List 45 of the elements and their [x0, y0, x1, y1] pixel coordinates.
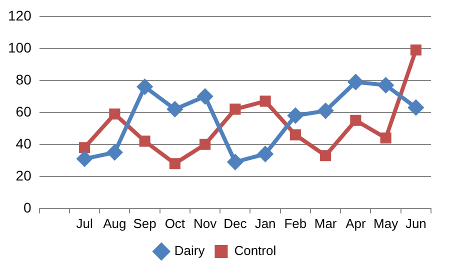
point: [167, 102, 182, 117]
y-tick-label: 120: [8, 7, 32, 24]
y-tick-label: 100: [8, 39, 32, 56]
y-tick-label: 80: [16, 71, 32, 88]
x-tick-label: Jul: [76, 216, 93, 231]
point: [198, 88, 213, 104]
point: [380, 132, 392, 144]
point: [228, 154, 243, 170]
x-tick-label: May: [374, 216, 399, 231]
y-tick-label: 20: [16, 167, 32, 184]
point: [318, 103, 334, 118]
y-tick-label: 60: [16, 103, 32, 120]
x-tick-label: Jan: [254, 216, 276, 231]
x-tick-label: Sep: [133, 216, 156, 231]
point: [79, 142, 90, 154]
x-tick-label: Dec: [224, 216, 248, 231]
x-tick-label: Mar: [314, 216, 338, 231]
point: [348, 74, 364, 90]
x-tick-label: Aug: [103, 216, 126, 231]
point: [230, 104, 241, 115]
point: [350, 114, 362, 126]
point: [258, 146, 273, 162]
point: [410, 44, 422, 56]
point: [408, 100, 424, 116]
point: [137, 79, 152, 94]
point: [260, 96, 271, 107]
x-tick-label: Feb: [284, 216, 307, 231]
x-tick-label: Apr: [346, 216, 366, 231]
y-tick-label: 0: [24, 199, 32, 216]
point: [107, 144, 122, 160]
point: [320, 150, 332, 162]
point: [288, 108, 303, 124]
x-tick-label: Oct: [164, 216, 186, 231]
x-tick-label: Jun: [405, 216, 426, 231]
point: [378, 78, 394, 93]
legend-label: Control: [234, 243, 276, 258]
x-tick-label: Nov: [193, 216, 218, 231]
point: [109, 108, 120, 120]
point: [77, 151, 92, 166]
point: [290, 129, 301, 140]
legend-label: Dairy: [174, 243, 206, 258]
y-tick-label: 40: [16, 135, 32, 152]
point: [169, 158, 180, 170]
point: [139, 136, 150, 147]
point: [200, 138, 211, 150]
